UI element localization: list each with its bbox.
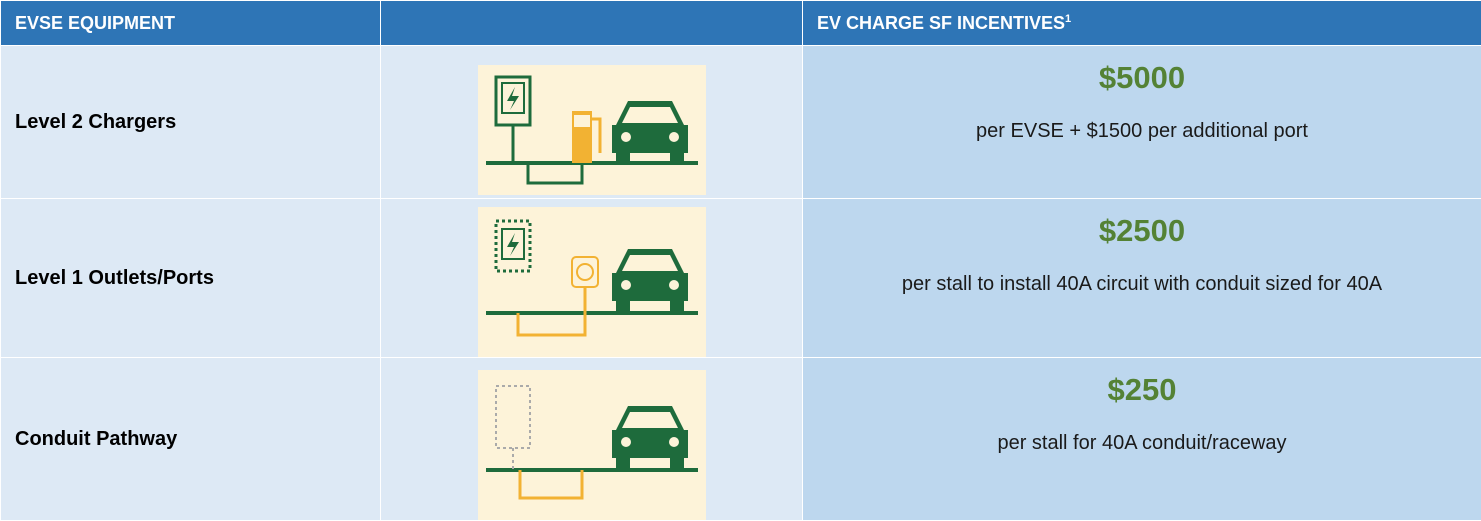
row: Level 1 Outlets/Ports $2500 per stall to… <box>1 199 1481 358</box>
header-cell: EVSE EQUIPMENT <box>1 1 381 46</box>
incentive-amount: $2500 <box>803 213 1481 249</box>
row: Conduit Pathway $250 per stall for 40A c… <box>1 358 1481 521</box>
incentive-description: per EVSE + $1500 per additional port <box>843 114 1441 148</box>
incentive-table: EVSE EQUIPMENT EV CHARGE SF INCENTIVES1 … <box>0 0 1481 521</box>
level2-icon <box>478 65 706 195</box>
level1-icon <box>478 207 706 357</box>
incentive-amount: $5000 <box>803 60 1481 96</box>
incentive-cell: $250 per stall for 40A conduit/raceway <box>803 358 1481 521</box>
equipment-name: Level 2 Chargers <box>15 111 176 133</box>
image-cell <box>381 358 803 521</box>
image-cell <box>381 199 803 358</box>
incentive-description: per stall for 40A conduit/raceway <box>843 426 1441 460</box>
page: EVSE EQUIPMENT EV CHARGE SF INCENTIVES1 … <box>0 0 1481 520</box>
equipment-cell: Level 2 Chargers <box>1 46 381 199</box>
footnote-mark: 1 <box>1065 13 1071 25</box>
equipment-cell: Conduit Pathway <box>1 358 381 521</box>
equipment-name: Level 1 Outlets/Ports <box>15 267 214 289</box>
image-cell <box>381 46 803 199</box>
conduit-icon <box>478 370 706 520</box>
incentive-cell: $5000 per EVSE + $1500 per additional po… <box>803 46 1481 199</box>
header-cell: EV CHARGE SF INCENTIVES1 <box>803 1 1481 46</box>
equipment-cell: Level 1 Outlets/Ports <box>1 199 381 358</box>
header-cell <box>381 1 803 46</box>
incentive-amount: $250 <box>803 372 1481 408</box>
incentive-cell: $2500 per stall to install 40A circuit w… <box>803 199 1481 358</box>
header-text: EV CHARGE SF INCENTIVES <box>817 13 1065 33</box>
equipment-name: Conduit Pathway <box>15 428 177 450</box>
incentive-description: per stall to install 40A circuit with co… <box>843 267 1441 301</box>
header-row: EVSE EQUIPMENT EV CHARGE SF INCENTIVES1 <box>1 1 1481 46</box>
header-text: EVSE EQUIPMENT <box>15 13 175 33</box>
row: Level 2 Chargers $5000 per EVSE + $1500 … <box>1 46 1481 199</box>
